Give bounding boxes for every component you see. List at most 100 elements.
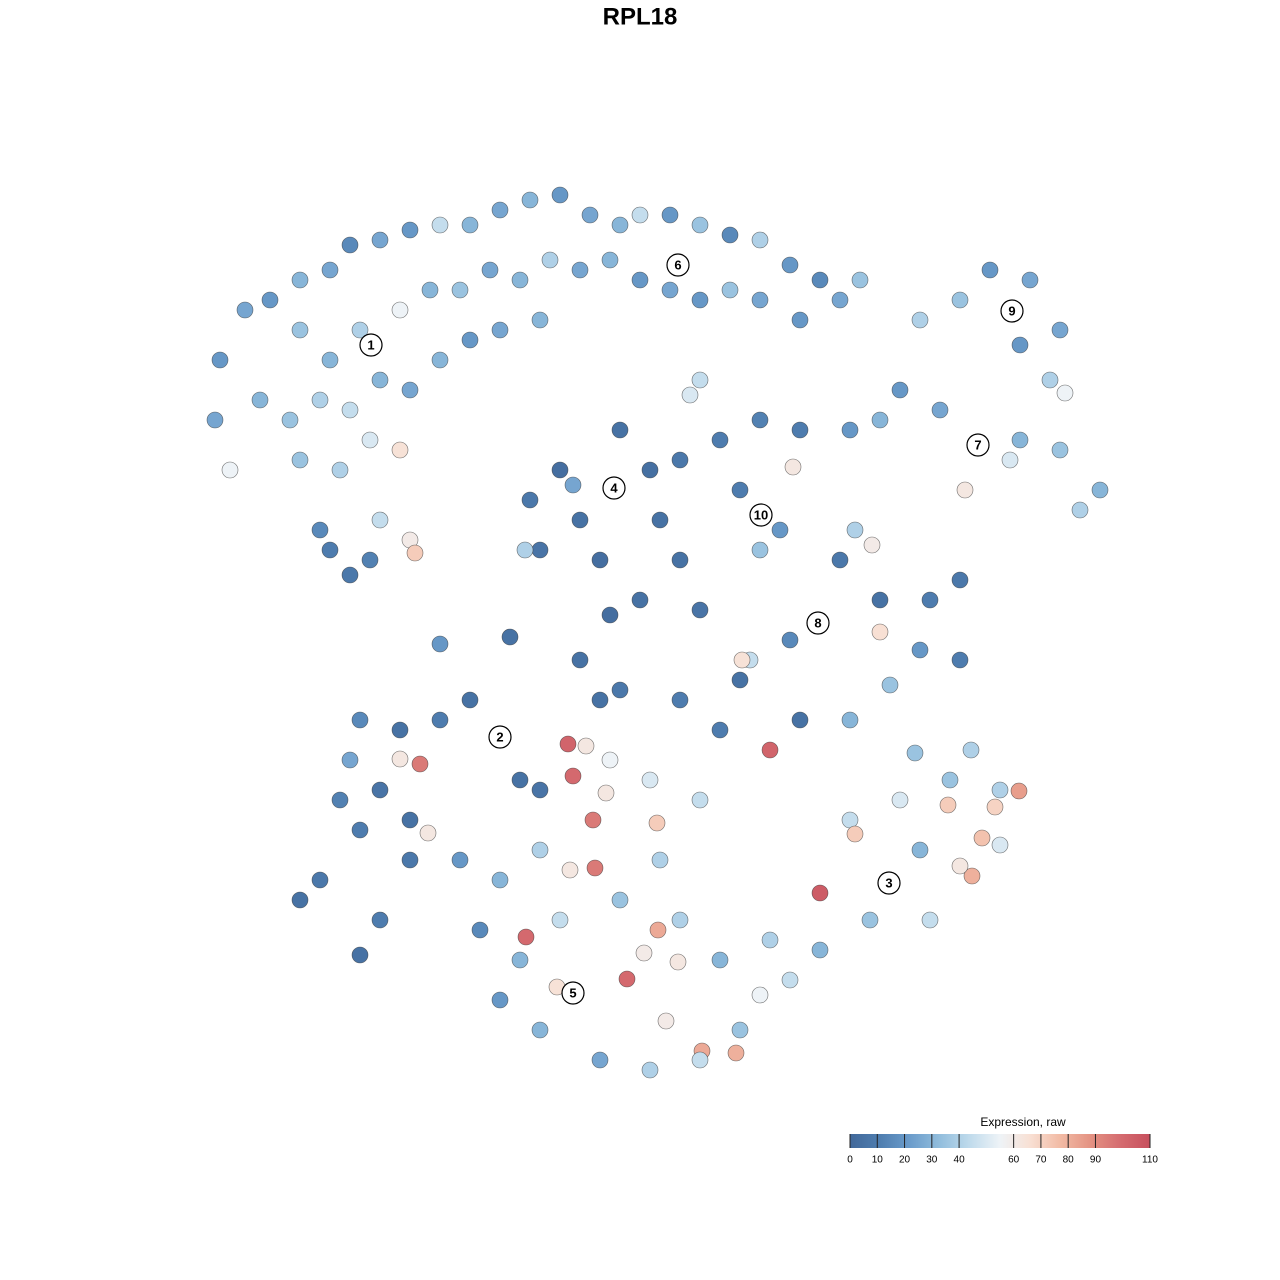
- point: [851, 271, 869, 289]
- point: [591, 1051, 609, 1069]
- point: [863, 536, 881, 554]
- point: [211, 351, 229, 369]
- point: [236, 301, 254, 319]
- point: [831, 291, 849, 309]
- point: [618, 970, 636, 988]
- point: [321, 261, 339, 279]
- point: [521, 491, 539, 509]
- point: [657, 1012, 675, 1030]
- point: [584, 811, 602, 829]
- point: [1021, 271, 1039, 289]
- point: [411, 755, 429, 773]
- point: [1010, 782, 1028, 800]
- cluster-label: 1: [367, 337, 374, 352]
- point: [956, 481, 974, 499]
- point: [871, 623, 889, 641]
- point: [611, 216, 629, 234]
- point: [731, 671, 749, 689]
- point: [351, 711, 369, 729]
- cluster-marker: [749, 503, 773, 527]
- point: [691, 371, 709, 389]
- point: [371, 371, 389, 389]
- point: [351, 821, 369, 839]
- colorbar-tick-label: 10: [872, 1155, 884, 1166]
- point: [531, 781, 549, 799]
- point: [251, 391, 269, 409]
- point: [951, 571, 969, 589]
- cluster-label: 7: [974, 437, 981, 452]
- point: [791, 311, 809, 329]
- point: [1056, 384, 1074, 402]
- point: [1051, 321, 1069, 339]
- point: [564, 767, 582, 785]
- point: [671, 551, 689, 569]
- point: [691, 601, 709, 619]
- point: [991, 781, 1009, 799]
- point: [601, 251, 619, 269]
- point: [1011, 431, 1029, 449]
- point: [321, 541, 339, 559]
- colorbar-fill: [850, 1134, 1150, 1148]
- point: [559, 735, 577, 753]
- point: [991, 836, 1009, 854]
- colorbar-tick-label: 30: [926, 1155, 938, 1166]
- point: [841, 811, 859, 829]
- point: [597, 784, 615, 802]
- point: [973, 829, 991, 847]
- point: [521, 191, 539, 209]
- point: [791, 711, 809, 729]
- point: [661, 281, 679, 299]
- point: [941, 771, 959, 789]
- point: [711, 431, 729, 449]
- cluster-marker: [806, 611, 830, 635]
- point: [341, 236, 359, 254]
- cluster-label: 5: [569, 985, 576, 1000]
- point: [641, 461, 659, 479]
- cluster-label: 2: [496, 729, 503, 744]
- cluster-marker: [666, 253, 690, 277]
- point: [511, 951, 529, 969]
- point: [351, 946, 369, 964]
- point: [711, 721, 729, 739]
- chart-title: RPL18: [603, 3, 678, 30]
- point: [841, 421, 859, 439]
- point: [911, 311, 929, 329]
- point: [727, 1044, 745, 1062]
- point: [361, 551, 379, 569]
- point: [491, 201, 509, 219]
- point: [371, 231, 389, 249]
- point: [781, 971, 799, 989]
- point: [551, 461, 569, 479]
- cluster-labels: 1 2 3 4 5 6 7 8 9 10: [359, 253, 1024, 1005]
- point: [871, 411, 889, 429]
- point: [431, 635, 449, 653]
- cluster-marker: [359, 333, 383, 357]
- colorbar-tick-label: 60: [1008, 1155, 1020, 1166]
- colorbar-tick-label: 70: [1035, 1155, 1047, 1166]
- point: [1051, 441, 1069, 459]
- point: [921, 911, 939, 929]
- point: [981, 261, 999, 279]
- point: [406, 544, 424, 562]
- point: [611, 891, 629, 909]
- point: [451, 851, 469, 869]
- point: [291, 451, 309, 469]
- cluster-label: 9: [1008, 303, 1015, 318]
- point: [951, 857, 969, 875]
- point: [321, 351, 339, 369]
- point: [341, 401, 359, 419]
- point: [531, 311, 549, 329]
- point: [371, 511, 389, 529]
- point: [516, 541, 534, 559]
- point: [841, 711, 859, 729]
- point: [531, 541, 549, 559]
- point: [291, 271, 309, 289]
- point: [651, 511, 669, 529]
- point: [733, 651, 751, 669]
- legend-title: Expression, raw: [980, 1115, 1066, 1129]
- point: [531, 1021, 549, 1039]
- cluster-label: 8: [814, 615, 821, 630]
- point: [761, 741, 779, 759]
- point: [1091, 481, 1109, 499]
